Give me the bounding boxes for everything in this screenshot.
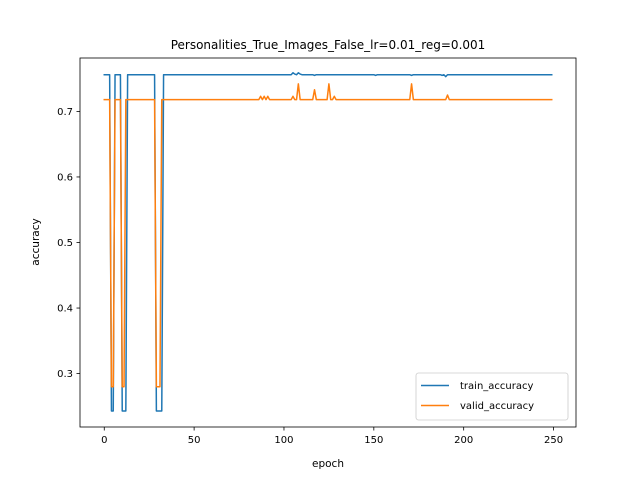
x-tick-label: 250 [544,435,563,446]
x-axis-label: epoch [312,458,344,470]
y-axis-label: accuracy [30,218,42,265]
series-line-train-accuracy [103,72,553,412]
y-tick-label: 0.7 [57,107,73,118]
plot-area [103,72,553,412]
y-tick-label: 0.6 [57,173,73,184]
axes-frame [79,57,577,428]
x-tick-label: 50 [188,435,201,446]
legend-entry-label: valid_accuracy [460,401,534,412]
x-axis-ticks: 0 50 100 150 200 250 [101,427,563,446]
y-tick-label: 0.5 [57,238,73,249]
legend: train_accuracy valid_accuracy [415,372,569,421]
y-tick-label: 0.4 [57,304,73,315]
y-tick-label: 0.3 [57,369,73,380]
x-tick-label: 100 [274,435,293,446]
legend-entry-label: train_accuracy [460,381,533,392]
x-tick-label: 0 [101,435,107,446]
chart-title: Personalities_True_Images_False_lr=0.01_… [171,38,486,52]
y-axis-ticks: 0.3 0.4 0.5 0.6 0.7 [57,107,80,380]
series-line-valid-accuracy [103,83,553,388]
x-tick-label: 150 [364,435,383,446]
legend-box [415,372,569,421]
x-tick-label: 200 [454,435,473,446]
